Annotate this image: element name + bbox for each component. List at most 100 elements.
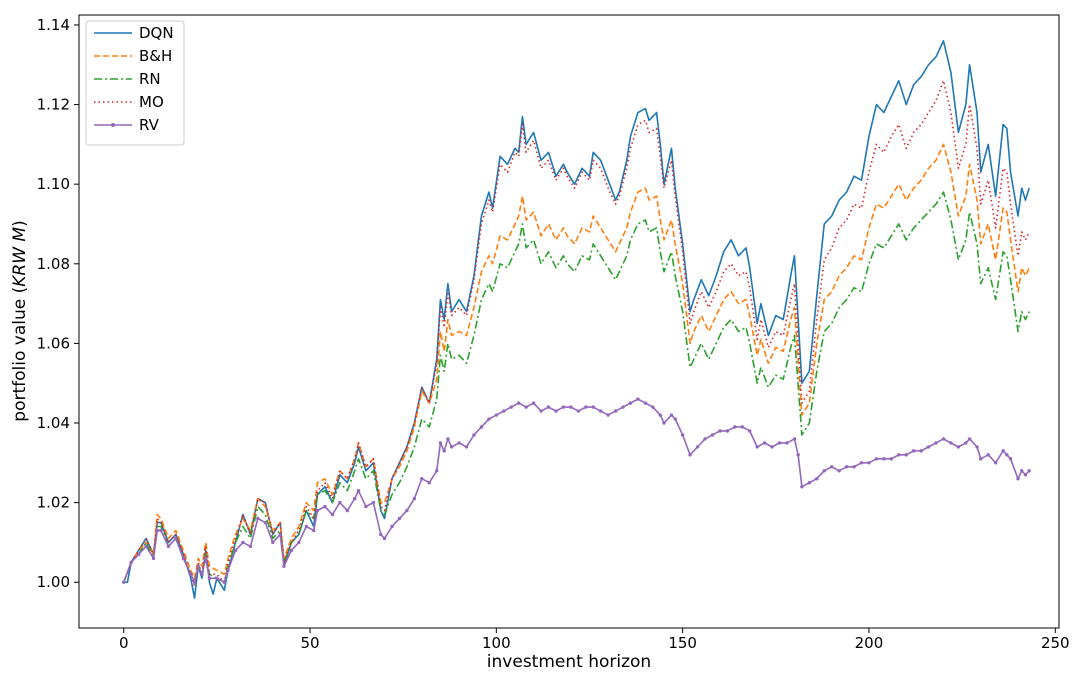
series-point-rv <box>844 465 849 469</box>
series-point-rv <box>800 484 804 489</box>
series-point-rv <box>561 405 566 409</box>
series-point-rv <box>524 405 528 409</box>
series-point-rv <box>576 409 581 413</box>
series-point-rv <box>502 409 506 413</box>
series-point-rv <box>122 580 126 584</box>
x-axis-label: investment horizon <box>487 652 651 672</box>
series-point-rv <box>487 417 491 421</box>
series-point-rv <box>379 532 383 537</box>
series-point-rv <box>662 421 666 425</box>
series-line-rn <box>122 191 1030 584</box>
series-point-rv <box>1001 449 1005 453</box>
series-point-rv <box>1016 477 1020 481</box>
series-point-rv <box>762 441 767 445</box>
series-point-rv <box>442 449 446 453</box>
series-point-rv <box>289 548 294 553</box>
plot-frame <box>78 14 1060 629</box>
legend-label-rn: RN <box>139 70 161 88</box>
series-point-rv <box>613 409 618 413</box>
series-point-rv <box>412 496 417 501</box>
series-point-rv <box>256 516 260 521</box>
series-point-rv <box>215 576 219 580</box>
series-point-rv <box>882 457 886 461</box>
series-point-rv <box>941 437 946 441</box>
series-point-rv <box>390 524 394 529</box>
y-tick-label: 1.02 <box>37 494 70 512</box>
series-point-rv <box>192 580 197 584</box>
series-point-rv <box>904 453 908 457</box>
series-point-rv <box>174 536 178 541</box>
series-point-rv <box>1023 473 1028 477</box>
series-point-rv <box>356 488 361 493</box>
series-point-rv <box>830 465 834 469</box>
series-point-rv <box>129 560 133 565</box>
series-point-rv <box>949 441 953 445</box>
series-point-rv <box>449 445 454 449</box>
series-point-rv <box>151 556 156 561</box>
series-point-rv <box>241 540 245 545</box>
series-point-rv <box>271 540 275 545</box>
series-point-rv <box>435 469 439 473</box>
series-point-rv <box>159 528 163 533</box>
series-point-rv <box>673 417 677 421</box>
series-point-rv <box>155 528 159 533</box>
series-point-rv <box>446 437 450 441</box>
series-point-rv <box>755 445 759 449</box>
x-tick-label: 0 <box>119 634 129 652</box>
series-point-rv <box>233 548 238 553</box>
series-point-rv <box>695 445 700 449</box>
series-point-rv <box>397 516 402 521</box>
series-point-rv <box>546 405 551 409</box>
series-point-rv <box>438 441 443 445</box>
series-point-rv <box>1027 469 1031 473</box>
series-point-rv <box>222 580 227 584</box>
series-point-rv <box>248 544 253 549</box>
x-tick-label: 100 <box>482 634 511 652</box>
series-point-rv <box>792 437 797 441</box>
series-point-rv <box>136 552 141 557</box>
series-point-rv <box>591 405 595 409</box>
series-point-rv <box>688 453 692 457</box>
x-tick-label: 50 <box>300 634 319 652</box>
series-point-rv <box>956 445 961 449</box>
series-point-rv <box>554 409 558 413</box>
series-point-rv <box>181 556 186 561</box>
series-point-rv <box>606 413 610 417</box>
series-point-rv <box>353 496 357 501</box>
series-point-rv <box>315 508 320 513</box>
series-point-rv <box>874 457 879 461</box>
plot-background <box>79 15 1059 628</box>
series-point-rv <box>531 401 536 405</box>
legend-items: DQN B&H RN MO RV <box>94 24 174 134</box>
series-point-rv <box>196 564 200 568</box>
series-point-rv <box>330 512 335 517</box>
series-point-rv <box>323 504 327 509</box>
series-layer <box>122 40 1031 599</box>
series-point-rv <box>621 405 625 409</box>
series-point-rv <box>822 469 826 473</box>
series-point-rv <box>669 413 674 417</box>
series-point-rv <box>859 461 864 465</box>
series-point-rv <box>457 441 461 445</box>
series-point-rv <box>733 425 737 429</box>
x-tick-label: 200 <box>855 634 884 652</box>
series-point-rv <box>718 429 722 433</box>
series-point-rv <box>807 481 812 485</box>
series-point-rv <box>278 532 282 537</box>
legend-label-mo: MO <box>139 93 164 111</box>
series-point-rv <box>967 437 972 441</box>
series-point-rv <box>680 433 685 437</box>
series-point-rv <box>911 449 916 453</box>
series-point-rv <box>852 465 856 469</box>
series-point-rv <box>643 401 648 405</box>
series-point-rv <box>569 405 573 409</box>
series-point-rv <box>889 457 894 461</box>
ticks-layer: 0 50 100 150 200 250 1.00 1.02 1.04 1.06 1.08 1.10 1… <box>37 16 1070 652</box>
series-point-rv <box>703 437 707 441</box>
series-point-rv <box>297 540 301 545</box>
series-point-rv <box>926 445 931 449</box>
series-point-rv <box>312 528 316 533</box>
series-point-rv <box>517 401 521 405</box>
series-line-mo <box>122 79 1030 587</box>
series-point-rv <box>636 397 640 401</box>
